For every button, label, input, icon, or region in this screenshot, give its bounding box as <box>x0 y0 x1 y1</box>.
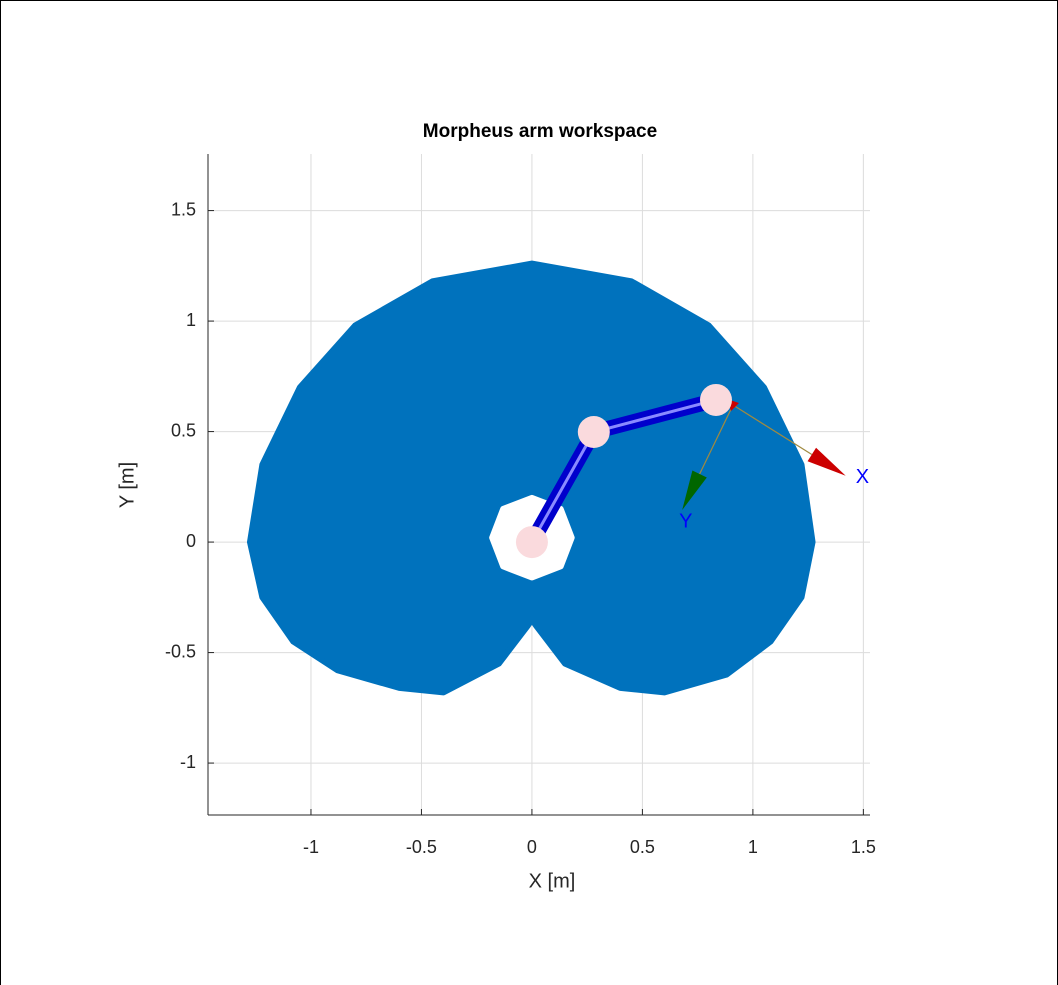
y-tick-label: -1 <box>180 752 196 772</box>
frame-arrowhead <box>807 447 846 476</box>
frame-axis <box>699 404 734 475</box>
x-tick-label: 0.5 <box>630 837 655 857</box>
y-tick-label: 0 <box>186 531 196 551</box>
frame-axis-label: X <box>856 466 869 488</box>
frame-axis-label: Y <box>679 510 692 532</box>
y-tick-label: 1 <box>186 310 196 330</box>
x-tick-label: -0.5 <box>406 837 437 857</box>
frame-axis <box>732 404 813 456</box>
arm-joint <box>515 526 548 559</box>
x-tick-label: -1 <box>303 837 319 857</box>
x-tick-label: 0 <box>527 837 537 857</box>
y-tick-label: 1.5 <box>171 199 196 219</box>
x-tick-label: 1 <box>748 837 758 857</box>
arm-joint <box>577 416 610 449</box>
frame-arrowhead <box>682 470 707 511</box>
y-tick-label: 0.5 <box>171 420 196 440</box>
arm-joint <box>699 383 732 416</box>
y-tick-label: -0.5 <box>165 641 196 661</box>
y-axis-label: Y [m] <box>116 462 138 508</box>
plot-area <box>246 260 846 696</box>
x-axis-label: X [m] <box>529 870 576 892</box>
chart-title: Morpheus arm workspace <box>423 121 657 142</box>
workspace-region <box>246 260 816 696</box>
x-tick-label: 1.5 <box>851 837 876 857</box>
